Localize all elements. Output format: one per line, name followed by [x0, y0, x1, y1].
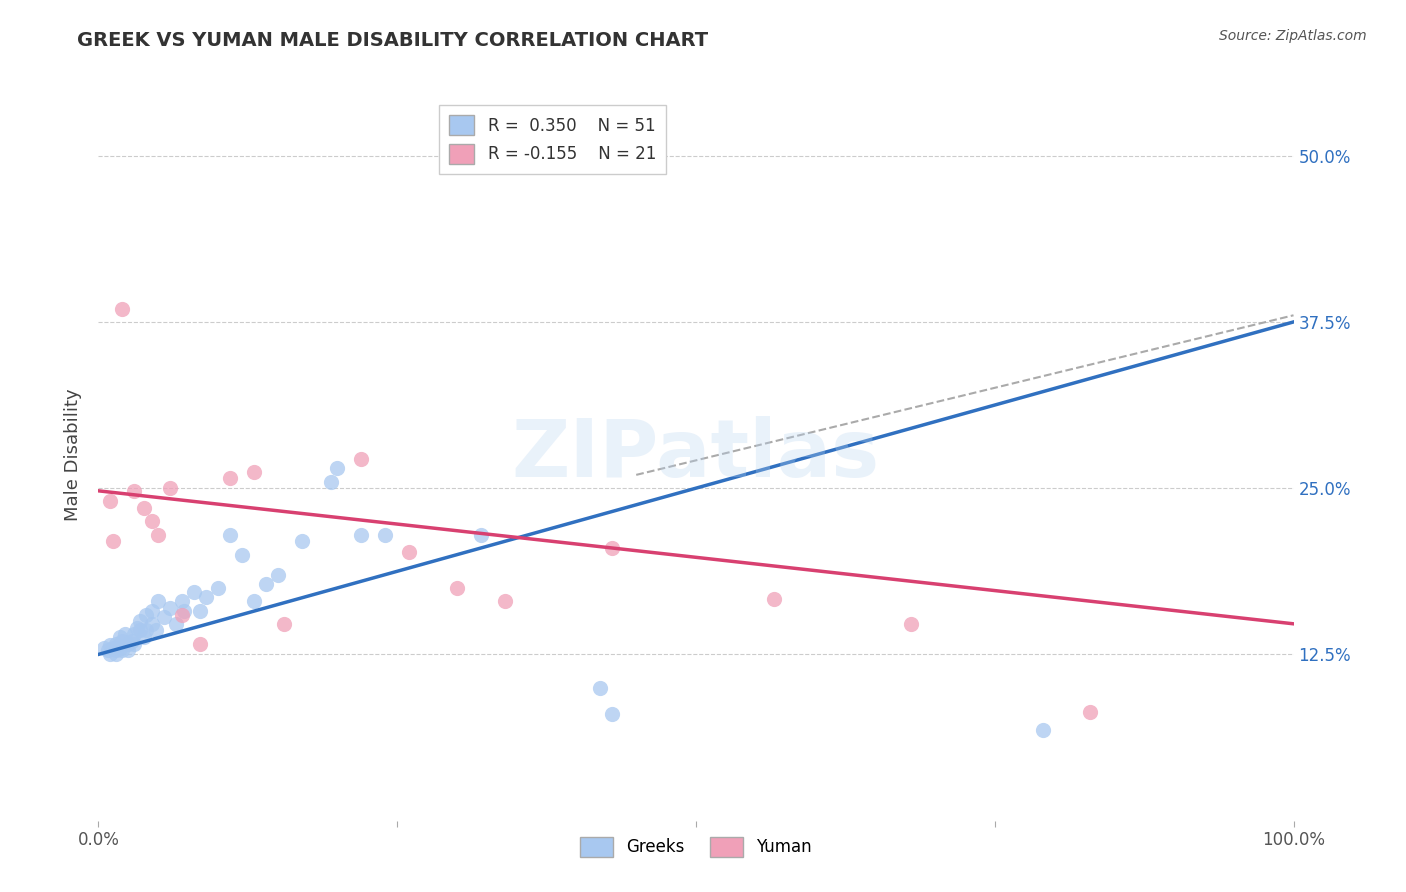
Point	[93, 640, 115, 655]
Point	[267, 567, 290, 582]
Point	[398, 545, 420, 559]
Point	[602, 541, 624, 555]
Point	[141, 515, 163, 529]
Point	[165, 616, 187, 631]
Point	[101, 640, 124, 655]
Point	[108, 640, 131, 655]
Point	[135, 624, 157, 638]
Point	[121, 634, 143, 648]
Point	[172, 607, 194, 622]
Point	[273, 616, 295, 631]
Point	[900, 616, 922, 631]
Point	[141, 603, 163, 617]
Point	[129, 624, 152, 638]
Point	[98, 648, 122, 662]
Point	[195, 591, 218, 605]
Point	[114, 627, 136, 641]
Point	[254, 577, 277, 591]
Y-axis label: Male Disability: Male Disability	[65, 389, 83, 521]
Point	[98, 494, 122, 508]
Point	[101, 534, 124, 549]
Point	[1080, 705, 1102, 719]
Point	[321, 475, 343, 489]
Point	[111, 643, 134, 657]
Text: ZIPatlas: ZIPatlas	[512, 416, 880, 494]
Point	[98, 638, 122, 652]
Point	[243, 465, 266, 479]
Point	[141, 616, 163, 631]
Point	[762, 591, 785, 606]
Point	[172, 594, 194, 608]
Point	[326, 461, 349, 475]
Point	[231, 548, 253, 562]
Text: GREEK VS YUMAN MALE DISABILITY CORRELATION CHART: GREEK VS YUMAN MALE DISABILITY CORRELATI…	[77, 31, 709, 50]
Point	[97, 643, 120, 657]
Point	[374, 527, 396, 541]
Point	[159, 481, 181, 495]
Point	[117, 643, 139, 657]
Point	[124, 637, 146, 651]
Point	[1032, 723, 1054, 738]
Text: Source: ZipAtlas.com: Source: ZipAtlas.com	[1219, 29, 1367, 43]
Point	[589, 681, 612, 695]
Point	[111, 301, 134, 316]
Point	[132, 501, 155, 516]
Point	[132, 630, 155, 644]
Point	[124, 627, 146, 641]
Point	[470, 527, 492, 541]
Point	[135, 607, 157, 622]
Point	[207, 581, 229, 595]
Point	[159, 600, 181, 615]
Point	[111, 634, 134, 648]
Point	[117, 637, 139, 651]
Point	[188, 637, 211, 651]
Point	[350, 527, 373, 541]
Point	[124, 483, 146, 498]
Point	[148, 594, 170, 608]
Point	[148, 527, 170, 541]
Point	[494, 594, 516, 608]
Point	[291, 534, 314, 549]
Point	[219, 527, 242, 541]
Point	[105, 637, 128, 651]
Point	[188, 603, 211, 617]
Point	[108, 630, 131, 644]
Point	[350, 451, 373, 466]
Point	[145, 624, 167, 638]
Point	[183, 585, 205, 599]
Point	[243, 594, 266, 608]
Point	[129, 614, 152, 628]
Point	[105, 648, 128, 662]
Point	[105, 643, 128, 657]
Point	[153, 610, 176, 624]
Point	[173, 603, 195, 617]
Point	[602, 707, 624, 722]
Legend: Greeks, Yuman: Greeks, Yuman	[574, 830, 818, 863]
Point	[125, 621, 148, 635]
Point	[219, 470, 242, 484]
Point	[446, 581, 468, 595]
